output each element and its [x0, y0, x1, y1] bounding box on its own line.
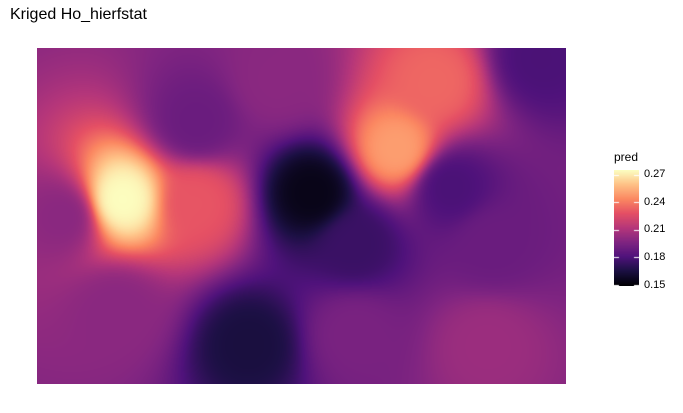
legend-tick-label: 0.15	[644, 278, 666, 291]
legend-tick-label: 0.27	[644, 168, 666, 181]
heatmap-plot	[37, 48, 566, 384]
chart-title: Kriged Ho_hierfstat	[10, 6, 147, 23]
legend-tick-label: 0.18	[644, 250, 666, 263]
legend-title: pred	[614, 150, 639, 164]
legend-tick-label: 0.21	[644, 223, 666, 236]
legend-colorbar	[614, 170, 639, 286]
legend-tick-label: 0.24	[644, 195, 666, 208]
